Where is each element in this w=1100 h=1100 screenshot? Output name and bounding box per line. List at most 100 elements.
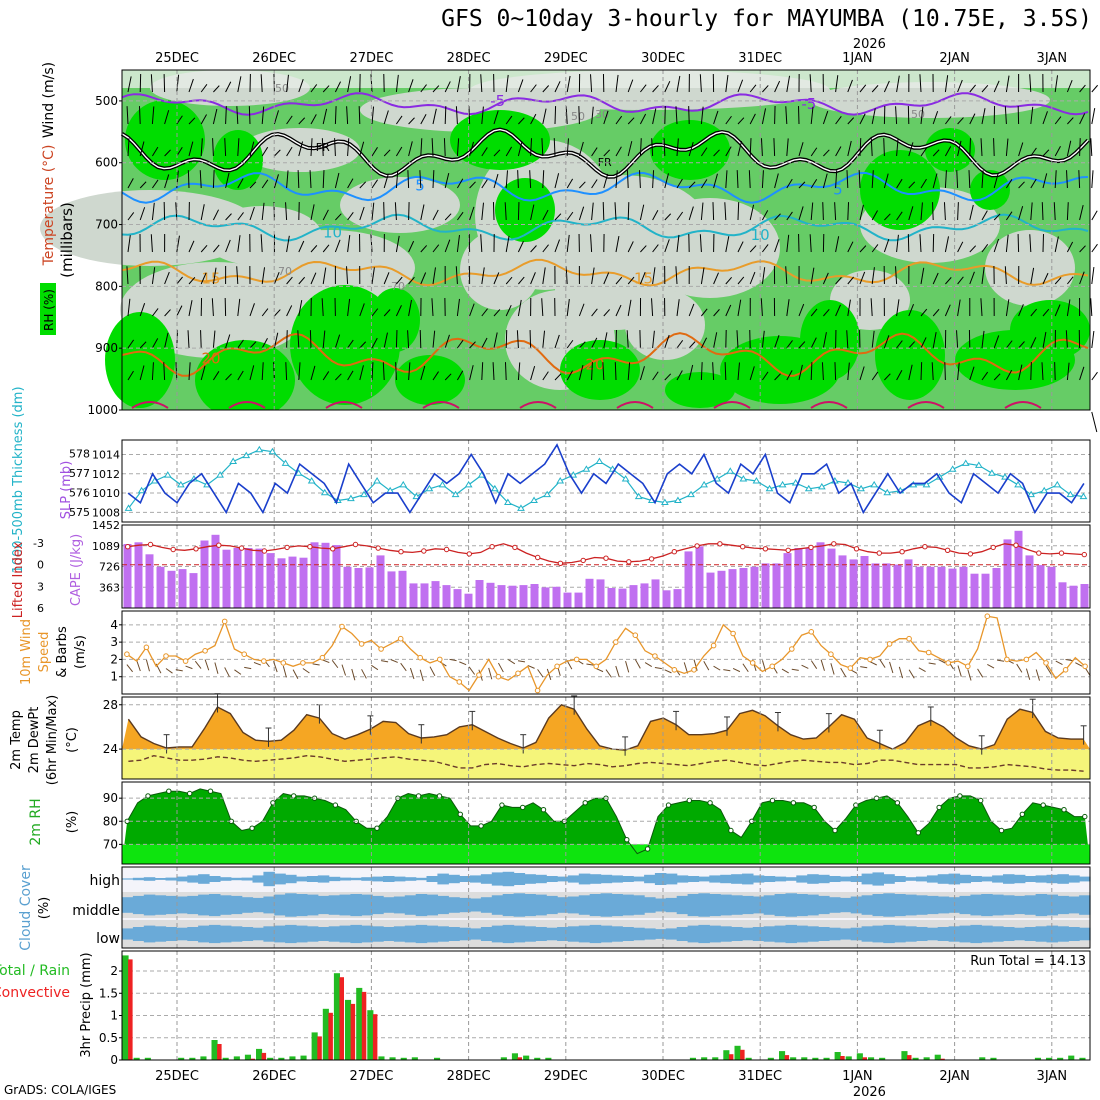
cape-bar	[904, 559, 913, 608]
wind-barb	[883, 335, 890, 349]
wind-barb	[212, 371, 220, 381]
wind-barb	[798, 181, 806, 189]
cloud-low-cell	[698, 924, 710, 944]
cape-bar	[464, 593, 473, 608]
wind-barb	[969, 366, 975, 381]
rh-point	[624, 837, 630, 843]
wind-barb	[835, 116, 842, 125]
cloud-high-cell	[219, 877, 232, 881]
cloud-low-cell	[665, 928, 678, 940]
wind-barb	[322, 170, 325, 189]
wind-barb	[920, 178, 927, 189]
wind-barb	[213, 85, 220, 93]
grads-credit: GrADS: COLA/IGES	[4, 1083, 117, 1097]
cape-bar	[706, 572, 715, 608]
thickness-tick: 575	[69, 506, 90, 519]
rh-moist-patch	[875, 310, 945, 400]
wind-speed-point	[358, 641, 365, 647]
wind-tick: 1	[110, 670, 118, 684]
wind-barb	[347, 298, 351, 317]
cloud-middle-cell	[785, 893, 797, 917]
wind-barb	[139, 207, 146, 221]
wind-barb	[688, 206, 694, 221]
thickness-point	[883, 488, 892, 496]
wind-barb	[518, 276, 525, 285]
thickness-tick: 577	[69, 467, 90, 480]
cloud-high-cell	[143, 877, 156, 881]
slp-tick: 1010	[92, 487, 120, 500]
wind-speed-point	[769, 663, 776, 670]
cloud-middle-cell	[774, 894, 787, 917]
surface-wind-barb	[908, 669, 915, 679]
surface-wind-barb	[322, 659, 330, 664]
wind-barb	[322, 108, 328, 125]
surface-wind-barb	[977, 668, 984, 678]
thickness-point	[163, 471, 172, 478]
wind-barb	[150, 74, 153, 93]
thickness-point	[922, 480, 931, 488]
wind-barb	[394, 202, 397, 221]
cape-bar	[420, 583, 429, 608]
wind-speed-point	[163, 653, 169, 659]
cloud-low-cell	[709, 925, 721, 943]
cloud-middle-cell	[742, 895, 754, 915]
cloud-middle-cell	[372, 895, 384, 915]
thickness-point	[412, 492, 421, 500]
wind-barb	[176, 276, 183, 285]
thickness-tick: 576	[69, 487, 90, 500]
cloud-low-cell	[535, 927, 547, 941]
isotherm-line	[121, 171, 1089, 204]
wind-barb	[139, 181, 147, 189]
wind-barb	[615, 74, 619, 93]
wind-barb	[932, 332, 937, 349]
cloud-middle-cell	[861, 895, 874, 915]
wind-barb	[493, 272, 500, 285]
wind-barb	[761, 108, 767, 125]
wind-barb	[188, 78, 194, 93]
cloud-middle-cell	[644, 897, 656, 913]
wind-barb	[176, 235, 180, 253]
cloud-low-cell	[818, 927, 830, 941]
thickness-point	[726, 467, 735, 474]
wind-barb	[908, 181, 916, 189]
bottom-date-label: 25DEC	[155, 1069, 199, 1084]
cloud-low-cell	[230, 926, 243, 942]
surface-wind-barb	[967, 669, 972, 681]
wind-barb	[871, 210, 878, 221]
wind-barb	[529, 170, 532, 189]
lifted-index-point	[899, 549, 905, 555]
lifted-index-point	[967, 551, 974, 557]
wind-barb	[383, 110, 389, 125]
cape-bar	[1069, 585, 1078, 608]
rh-point	[998, 827, 1005, 834]
wind-barb	[883, 173, 889, 189]
rh-moist-patch	[450, 110, 550, 170]
rh-point	[728, 827, 734, 834]
wind-barb	[1079, 84, 1086, 93]
wind-barb	[420, 245, 428, 253]
wind-barb	[261, 106, 265, 125]
surface-wind-barb	[654, 667, 662, 670]
lifted-tick: -3	[33, 537, 44, 550]
wind-barb	[956, 170, 959, 189]
wind-barb	[310, 114, 317, 125]
wind-barb	[469, 141, 474, 157]
precip-total-bar	[256, 1048, 263, 1060]
surface-wind-barb	[1055, 660, 1063, 666]
wind-barb	[1079, 271, 1085, 285]
cloud-high-cell	[165, 877, 177, 881]
wind-barb	[554, 334, 560, 349]
wind-barb	[481, 106, 484, 125]
wind-barb	[968, 170, 971, 189]
rh-dry-patch	[810, 82, 1050, 118]
wind-speed-point	[221, 618, 228, 625]
rh-tick: 90	[103, 791, 118, 805]
wind-barb	[822, 202, 824, 221]
wind-barb	[249, 365, 255, 381]
cloud-high-cell	[992, 875, 1004, 883]
wind-barb	[944, 170, 947, 189]
cloud-high-cell	[317, 875, 330, 883]
wind-barb	[591, 179, 598, 189]
wind-barb	[1066, 202, 1069, 221]
surface-wind-barb	[693, 659, 698, 671]
